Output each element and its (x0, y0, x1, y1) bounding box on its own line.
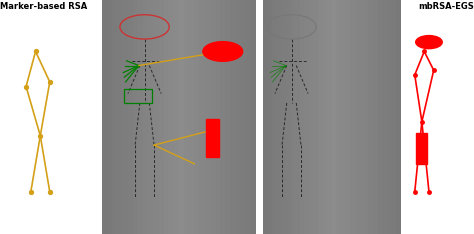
Bar (387, 0, 392, 234)
Bar (392, 0, 396, 234)
Bar (220, 0, 225, 234)
Bar (189, 0, 194, 234)
Bar (102, 0, 107, 234)
Bar (341, 0, 346, 234)
Bar (313, 0, 318, 234)
Bar (263, 0, 268, 234)
Bar (148, 0, 153, 234)
Bar (102, 0, 256, 234)
Bar (327, 0, 332, 234)
Bar (179, 0, 184, 234)
Bar (124, 89, 152, 103)
Bar (318, 0, 323, 234)
Bar (359, 0, 364, 234)
Bar (291, 0, 295, 234)
Bar (346, 0, 350, 234)
Bar (251, 0, 256, 234)
Bar (332, 0, 337, 234)
Bar (364, 0, 368, 234)
Bar (373, 0, 378, 234)
Bar (164, 0, 169, 234)
Bar (117, 0, 122, 234)
Bar (355, 0, 359, 234)
Bar (286, 0, 291, 234)
Text: Marker-based RSA: Marker-based RSA (0, 2, 87, 11)
Bar (246, 0, 251, 234)
Bar (210, 0, 215, 234)
Bar (263, 0, 401, 234)
Bar (368, 0, 373, 234)
Bar (158, 0, 164, 234)
Bar (138, 0, 143, 234)
Bar (194, 0, 200, 234)
Bar (382, 0, 387, 234)
Bar (241, 0, 246, 234)
Bar (277, 0, 282, 234)
Bar (282, 0, 286, 234)
Bar (236, 0, 241, 234)
Bar (268, 0, 272, 234)
Bar (174, 0, 179, 234)
Bar (396, 0, 401, 234)
Bar (416, 133, 427, 164)
Text: mbRSA-EGS: mbRSA-EGS (418, 2, 474, 11)
Bar (107, 0, 112, 234)
Bar (300, 0, 304, 234)
Bar (143, 0, 148, 234)
Circle shape (416, 36, 442, 49)
Bar (184, 0, 189, 234)
Bar (128, 0, 133, 234)
Circle shape (203, 42, 243, 61)
Bar (133, 0, 138, 234)
Bar (169, 0, 174, 234)
Bar (295, 0, 300, 234)
Bar (112, 0, 117, 234)
Bar (272, 0, 277, 234)
Bar (350, 0, 355, 234)
Bar (309, 0, 313, 234)
Bar (205, 0, 210, 234)
Bar (122, 0, 128, 234)
Bar (225, 0, 230, 234)
Bar (304, 0, 309, 234)
Bar (153, 0, 158, 234)
Bar (206, 119, 219, 157)
Bar (378, 0, 382, 234)
Bar (230, 0, 236, 234)
Bar (200, 0, 205, 234)
Bar (337, 0, 341, 234)
Bar (323, 0, 327, 234)
Bar (215, 0, 220, 234)
